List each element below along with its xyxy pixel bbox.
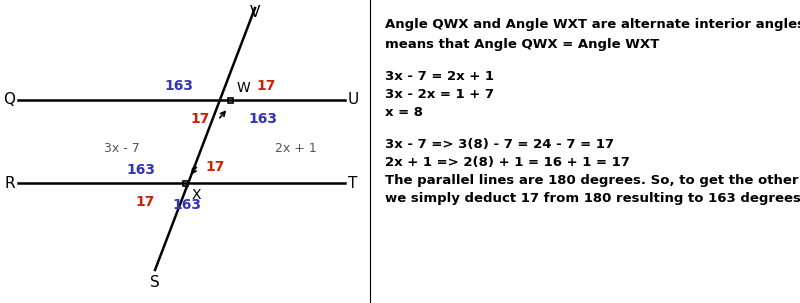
Text: 2x + 1 => 2(8) + 1 = 16 + 1 = 17: 2x + 1 => 2(8) + 1 = 16 + 1 = 17 [385,156,630,169]
Text: 2x + 1: 2x + 1 [275,142,317,155]
Text: W: W [237,81,250,95]
Text: 17: 17 [205,160,224,174]
Text: we simply deduct 17 from 180 resulting to 163 degrees.: we simply deduct 17 from 180 resulting t… [385,192,800,205]
Text: 17: 17 [190,112,210,126]
Text: 3x - 7 = 2x + 1: 3x - 7 = 2x + 1 [385,70,494,83]
Text: x = 8: x = 8 [385,106,423,119]
Text: Angle QWX and Angle WXT are alternate interior angles. This: Angle QWX and Angle WXT are alternate in… [385,18,800,31]
Text: U: U [348,92,359,108]
Text: X: X [192,188,202,202]
Text: 3x - 7: 3x - 7 [104,142,140,155]
Text: Q: Q [3,92,15,108]
Text: S: S [150,275,160,290]
Text: 163: 163 [126,163,155,177]
Text: 3x - 7 => 3(8) - 7 = 24 - 7 = 17: 3x - 7 => 3(8) - 7 = 24 - 7 = 17 [385,138,614,151]
Text: The parallel lines are 180 degrees. So, to get the other angle: The parallel lines are 180 degrees. So, … [385,174,800,187]
Text: means that Angle QWX = Angle WXT: means that Angle QWX = Angle WXT [385,38,659,51]
Text: 17: 17 [136,195,155,209]
Text: 163: 163 [248,112,277,126]
Text: 17: 17 [256,79,275,93]
Bar [227,98,233,102]
Text: 163: 163 [173,198,202,212]
Bar [182,181,187,185]
Text: 163: 163 [164,79,193,93]
Text: 3x - 2x = 1 + 7: 3x - 2x = 1 + 7 [385,88,494,101]
Text: R: R [4,175,15,191]
Text: T: T [348,175,358,191]
Text: V: V [250,5,260,20]
